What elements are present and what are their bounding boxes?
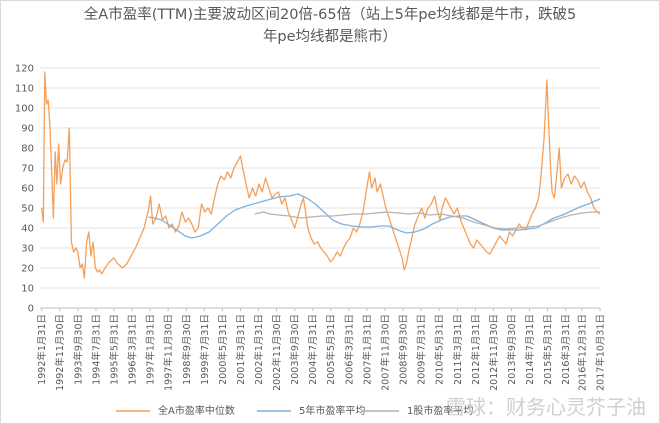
x-tick-label: 2014年7月31日 bbox=[524, 314, 536, 385]
x-tick-label: 2007年1月31日 bbox=[361, 314, 373, 385]
x-tick-label: 2013年9月30日 bbox=[506, 314, 518, 385]
chart-title-line2: 年pe均线都是熊市） bbox=[262, 29, 398, 45]
x-tick-label: 2015年5月31日 bbox=[542, 314, 554, 385]
x-tick-label: 2006年3月31日 bbox=[343, 314, 355, 385]
y-tick-label: 20 bbox=[21, 264, 34, 275]
x-tick-label: 2012年1月31日 bbox=[470, 314, 482, 385]
x-tick-label: 2008年9月30日 bbox=[398, 314, 410, 385]
x-tick-label: 2003年9月30日 bbox=[289, 314, 301, 385]
y-tick-label: 110 bbox=[15, 84, 34, 95]
y-tick-label: 0 bbox=[28, 304, 34, 315]
x-tick-label: 1996年3月31日 bbox=[127, 314, 139, 385]
x-tick-label: 1995年5月31日 bbox=[108, 314, 120, 385]
y-tick-label: 10 bbox=[21, 284, 34, 295]
x-tick-label: 2009年7月31日 bbox=[416, 314, 428, 385]
y-tick-label: 90 bbox=[21, 124, 34, 135]
x-tick-label: 2004年7月31日 bbox=[307, 314, 319, 385]
x-tick-label: 1998年9月30日 bbox=[181, 314, 193, 385]
x-tick-label: 2002年1月31日 bbox=[253, 314, 265, 385]
x-tick-label: 1992年11月30日 bbox=[54, 314, 66, 391]
legend-label-third: 1股市盈率平均 bbox=[407, 404, 473, 417]
x-tick-label: 2016年3月31日 bbox=[560, 314, 572, 385]
y-tick-label: 40 bbox=[21, 224, 34, 235]
grid-lines bbox=[40, 67, 600, 309]
x-tick-label: 1993年9月30日 bbox=[72, 314, 84, 385]
x-tick-label: 2016年12月31日 bbox=[576, 314, 588, 391]
y-tick-label: 100 bbox=[15, 104, 34, 115]
y-tick-label: 50 bbox=[21, 204, 34, 215]
legend-label-median: 全A市盈率中位数 bbox=[158, 404, 235, 417]
x-tick-label: 1992年1月31日 bbox=[36, 314, 48, 385]
x-tick-label: 1994年7月31日 bbox=[90, 314, 102, 385]
legend-label-5yr: 5年市盈率平均 bbox=[299, 404, 365, 417]
x-tick-label: 2005年5月31日 bbox=[325, 314, 337, 385]
y-axis: 0 10 20 30 40 50 60 70 80 90 100 110 120 bbox=[15, 64, 34, 315]
y-tick-label: 80 bbox=[21, 144, 34, 155]
x-tick-label: 1997年1月31日 bbox=[145, 314, 157, 385]
series-line-0 bbox=[41, 71, 601, 279]
y-tick-label: 60 bbox=[21, 184, 34, 195]
x-tick-label: 2017年10月31日 bbox=[595, 314, 607, 391]
x-tick-label: 2002年11月30日 bbox=[271, 314, 283, 391]
y-tick-label: 70 bbox=[21, 164, 34, 175]
y-tick-label: 120 bbox=[15, 64, 34, 75]
legend: 全A市盈率中位数 5年市盈率平均 1股市盈率平均 bbox=[116, 404, 473, 417]
series-lines bbox=[41, 71, 601, 279]
series-line-1 bbox=[148, 193, 601, 239]
x-tick-label: 1999年7月31日 bbox=[199, 314, 211, 385]
x-tick-label: 2007年11月30日 bbox=[379, 314, 391, 391]
watermark: 雪球：财务心灵芥子油 bbox=[446, 395, 646, 419]
chart-title-line1: 全A市盈率(TTM)主要波动区间20倍-65倍（站上5年pe均线都是牛市，跌破5 bbox=[83, 7, 577, 23]
x-tick-label: 1997年11月30日 bbox=[163, 314, 175, 391]
y-tick-label: 30 bbox=[21, 244, 34, 255]
x-tick-label: 2012年11月30日 bbox=[488, 314, 500, 391]
chart-title: 全A市盈率(TTM)主要波动区间20倍-65倍（站上5年pe均线都是牛市，跌破5… bbox=[0, 4, 660, 48]
x-tick-label: 2001年3月31日 bbox=[235, 314, 247, 385]
x-tick-label: 2011年3月31日 bbox=[452, 314, 464, 385]
x-tick-label: 2010年5月31日 bbox=[434, 314, 446, 385]
series-line-2 bbox=[254, 211, 600, 230]
x-tick-label: 2000年5月31日 bbox=[217, 314, 229, 385]
x-axis: 1992年1月31日 1992年11月30日 1993年9月30日 1994年7月31… bbox=[36, 308, 607, 391]
